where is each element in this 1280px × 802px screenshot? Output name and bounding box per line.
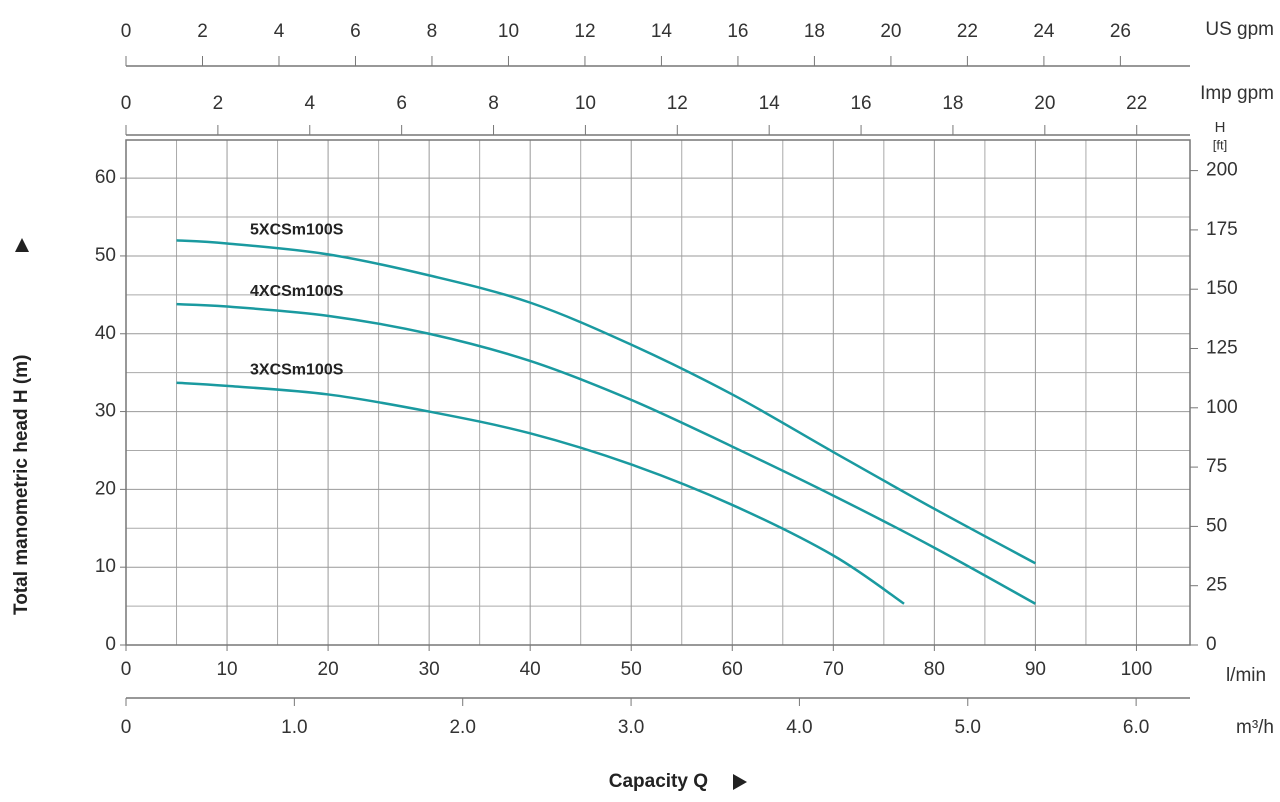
series-label: 4XCSm100S [250, 283, 344, 300]
y-tick-label: 10 [95, 556, 116, 577]
y2-tick-label: 50 [1206, 515, 1227, 536]
y2-tick-label: 75 [1206, 456, 1227, 477]
secondary-tick-label: 1.0 [281, 717, 307, 738]
y-tick-label: 40 [95, 323, 116, 344]
secondary-tick-label: 14 [759, 93, 781, 114]
y2-tick-label: 150 [1206, 278, 1238, 299]
secondary-tick-label: 24 [1033, 21, 1055, 42]
y2-tick-label: 0 [1206, 634, 1217, 655]
secondary-tick-label: 18 [804, 21, 825, 42]
x-tick-label: 60 [722, 659, 743, 680]
series-line [176, 239, 1036, 565]
secondary-tick-label: 10 [498, 21, 519, 42]
secondary-tick-label: 22 [1126, 93, 1147, 114]
x-axis-title: Capacity Q [609, 771, 708, 792]
secondary-tick-label: 2 [197, 21, 208, 42]
x-tick-label: 90 [1025, 659, 1046, 680]
x-title-arrow [733, 774, 747, 790]
secondary-tick-label: 6 [396, 93, 407, 114]
y2-axis-unit: [ft] [1213, 137, 1227, 152]
x-tick-label: 30 [419, 659, 440, 680]
x-tick-label: 100 [1121, 659, 1153, 680]
secondary-tick-label: 0 [121, 717, 132, 738]
secondary-axis-unit: US gpm [1205, 19, 1274, 40]
y-tick-label: 60 [95, 167, 116, 188]
secondary-tick-label: 8 [427, 21, 438, 42]
secondary-tick-label: 5.0 [955, 717, 981, 738]
secondary-tick-label: 8 [488, 93, 499, 114]
secondary-axis-unit: Imp gpm [1200, 83, 1274, 104]
y-axis-title: Total manometric head H (m) [11, 355, 32, 615]
secondary-tick-label: 16 [727, 21, 748, 42]
x-tick-label: 70 [823, 659, 844, 680]
series-label: 3XCSm100S [250, 362, 344, 379]
x-tick-label: 40 [520, 659, 541, 680]
secondary-tick-label: 0 [121, 21, 132, 42]
y2-tick-label: 100 [1206, 397, 1238, 418]
x-tick-label: 80 [924, 659, 945, 680]
secondary-tick-label: 4 [304, 93, 315, 114]
secondary-tick-label: 4.0 [786, 717, 812, 738]
plot-frame [125, 139, 1191, 646]
secondary-tick-label: 20 [880, 21, 901, 42]
secondary-tick-label: 0 [121, 93, 132, 114]
secondary-tick-label: 26 [1110, 21, 1131, 42]
x-tick-label: 50 [621, 659, 642, 680]
secondary-tick-label: 6.0 [1123, 717, 1149, 738]
x-tick-label: 10 [216, 659, 237, 680]
secondary-tick-label: 18 [942, 93, 963, 114]
secondary-tick-label: 6 [350, 21, 361, 42]
secondary-tick-label: 14 [651, 21, 673, 42]
secondary-tick-label: 20 [1034, 93, 1055, 114]
y2-tick-label: 125 [1206, 338, 1238, 359]
secondary-axis-unit: m³/h [1236, 717, 1274, 738]
y2-tick-label: 175 [1206, 219, 1238, 240]
secondary-tick-label: 22 [957, 21, 978, 42]
series-line [176, 381, 905, 605]
y-title-arrow [15, 238, 29, 252]
secondary-tick-label: 12 [667, 93, 688, 114]
secondary-tick-label: 12 [574, 21, 595, 42]
series-line [176, 302, 1037, 605]
y2-axis-title: H [1215, 119, 1226, 136]
y-tick-label: 30 [95, 401, 116, 422]
y2-tick-label: 200 [1206, 160, 1238, 181]
secondary-tick-label: 16 [850, 93, 871, 114]
secondary-tick-label: 2.0 [449, 717, 475, 738]
secondary-tick-label: 3.0 [618, 717, 644, 738]
series-label: 5XCSm100S [250, 222, 344, 239]
secondary-tick-label: 10 [575, 93, 596, 114]
y-tick-label: 50 [95, 245, 116, 266]
secondary-tick-label: 4 [274, 21, 285, 42]
y-tick-label: 0 [105, 634, 116, 655]
x-tick-label: 20 [318, 659, 339, 680]
x-tick-label: 0 [121, 659, 132, 680]
x-axis-unit: l/min [1226, 665, 1266, 686]
y2-tick-label: 25 [1206, 575, 1227, 596]
secondary-tick-label: 2 [213, 93, 224, 114]
y-tick-label: 20 [95, 478, 116, 499]
